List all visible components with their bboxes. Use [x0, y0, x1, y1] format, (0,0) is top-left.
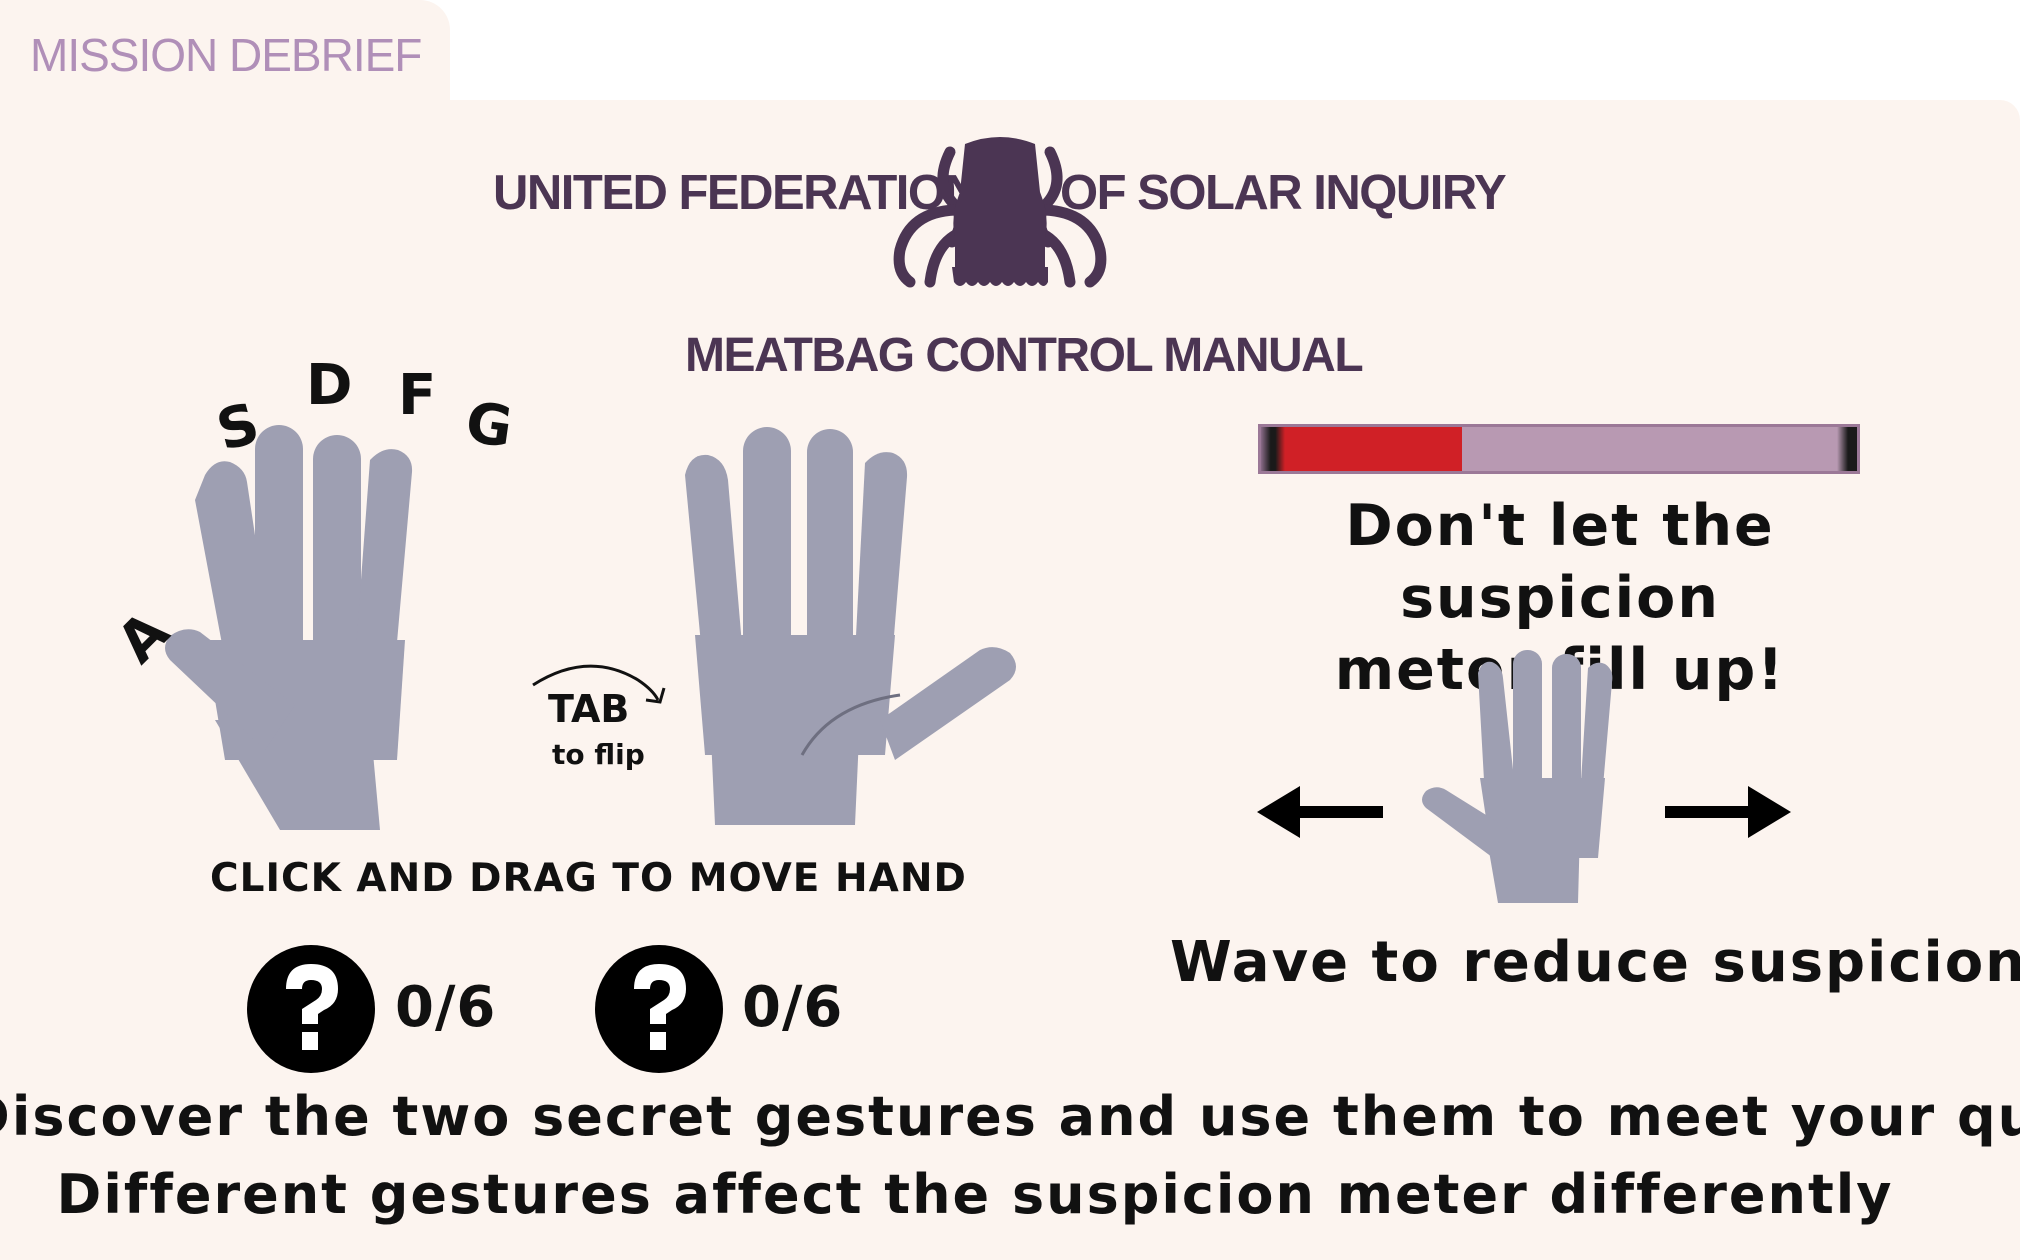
arrow-right-icon	[1665, 786, 1791, 838]
flip-hint-label: to flip	[552, 738, 645, 771]
flip-arrow-icon	[532, 664, 666, 704]
meter-cap-left	[1261, 427, 1285, 471]
manual-title: MEATBAG CONTROL MANUAL	[685, 329, 1364, 382]
drag-hint: CLICK AND DRAG TO MOVE HAND	[210, 856, 967, 901]
hand-wave-icon	[1422, 650, 1613, 903]
tab-label: MISSION DEBRIEF	[30, 29, 422, 81]
gesture-2-counter: 0/6	[742, 975, 844, 1040]
gesture-1-counter: 0/6	[395, 975, 497, 1040]
question-mark-icon	[595, 945, 723, 1073]
key-d: D	[306, 353, 353, 418]
footer-line-1: Discover the two secret gestures and use…	[0, 1085, 2020, 1148]
suspicion-meter-fill	[1285, 427, 1462, 471]
hand-back-icon	[165, 425, 413, 830]
org-title-left: UNITED FEDERATION	[493, 166, 980, 220]
warning-line-1: Don't let the suspicion	[1345, 493, 1775, 631]
suspicion-meter	[1258, 424, 1860, 474]
footer-line-2: Different gestures affect the suspicion …	[56, 1163, 1894, 1226]
key-f: F	[398, 363, 437, 428]
hand-palm-icon	[685, 427, 1016, 825]
org-title-right: OF SOLAR INQUIRY	[1060, 166, 1507, 220]
wave-hint: Wave to reduce suspicion	[1170, 930, 2020, 995]
arrow-left-icon	[1257, 786, 1383, 838]
meter-cap-right	[1837, 427, 1857, 471]
question-mark-icon	[247, 945, 375, 1073]
flip-key-label: TAB	[548, 687, 630, 731]
alien-emblem-icon	[893, 137, 1107, 288]
key-g: G	[461, 390, 517, 461]
suspicion-warning: Don't let the suspicion meter fill up!	[1195, 490, 1925, 706]
mission-debrief-tab[interactable]: MISSION DEBRIEF	[0, 0, 450, 100]
